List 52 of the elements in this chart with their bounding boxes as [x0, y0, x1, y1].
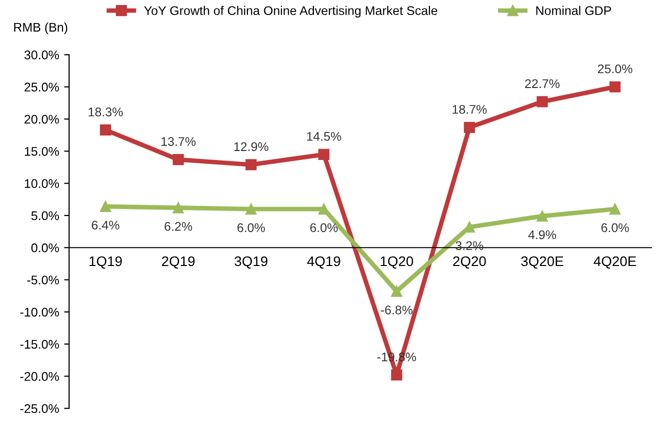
- data-label: 13.7%: [162, 137, 196, 146]
- y-tick-label: -5.0%: [27, 276, 59, 284]
- data-label: 14.5%: [307, 132, 342, 141]
- point: [391, 286, 402, 297]
- data-label: 6.4%: [92, 220, 120, 230]
- data-label: 18.3%: [88, 108, 123, 116]
- x-tick-label: 3Q19: [234, 256, 268, 269]
- point: [609, 81, 621, 92]
- data-label: 6.0%: [310, 223, 338, 232]
- x-tick-label: 3Q20E: [521, 256, 564, 269]
- y-tick-label: -15.0%: [20, 340, 59, 349]
- x-tick-label: 4Q19: [307, 256, 340, 269]
- y-tick-label: 5.0%: [31, 211, 59, 220]
- y-axis-title: RMB (Bn): [14, 22, 68, 34]
- x-tick-label: 2Q20: [453, 256, 486, 269]
- data-label: 6.2%: [164, 222, 192, 231]
- y-tick-label: -10.0%: [20, 308, 59, 317]
- point: [100, 200, 112, 212]
- x-tick-label: 1Q19: [90, 256, 122, 269]
- data-label: 6.0%: [237, 223, 265, 232]
- x-tick-label: 2Q19: [162, 256, 195, 269]
- data-label: 12.9%: [234, 142, 268, 152]
- y-tick-label: 10.0%: [24, 179, 59, 188]
- data-label: 4.9%: [528, 230, 556, 240]
- y-tick-label: 25.0%: [24, 82, 59, 92]
- legend-label: Nominal GDP: [536, 6, 612, 16]
- y-tick-label: 20.0%: [24, 114, 59, 124]
- point: [246, 159, 257, 170]
- data-label: 22.7%: [525, 79, 560, 88]
- point: [536, 96, 548, 108]
- point: [172, 154, 184, 166]
- point: [609, 203, 621, 215]
- point: [464, 122, 475, 133]
- x-tick-label: 4Q20E: [594, 256, 636, 269]
- point: [391, 369, 402, 380]
- y-tick-label: 15.0%: [24, 146, 59, 156]
- point: [100, 124, 112, 136]
- y-tick-label: 30.0%: [24, 50, 59, 60]
- legend-label: YoY Growth of China Onine Advertising Market Scale: [144, 6, 438, 18]
- point: [172, 202, 184, 214]
- data-label: -6.8%: [380, 306, 413, 314]
- point: [318, 148, 330, 160]
- x-tick-label: 1Q20: [380, 256, 414, 269]
- y-tick-label: -25.0%: [20, 404, 59, 414]
- y-tick-label: -20.0%: [20, 372, 59, 381]
- data-label: 18.7%: [452, 104, 487, 114]
- point: [536, 210, 548, 222]
- data-label: 25.0%: [598, 64, 632, 74]
- y-tick-label: 0.0%: [31, 243, 59, 252]
- point: [246, 203, 257, 215]
- point: [318, 203, 330, 215]
- data-label: 6.0%: [601, 223, 629, 232]
